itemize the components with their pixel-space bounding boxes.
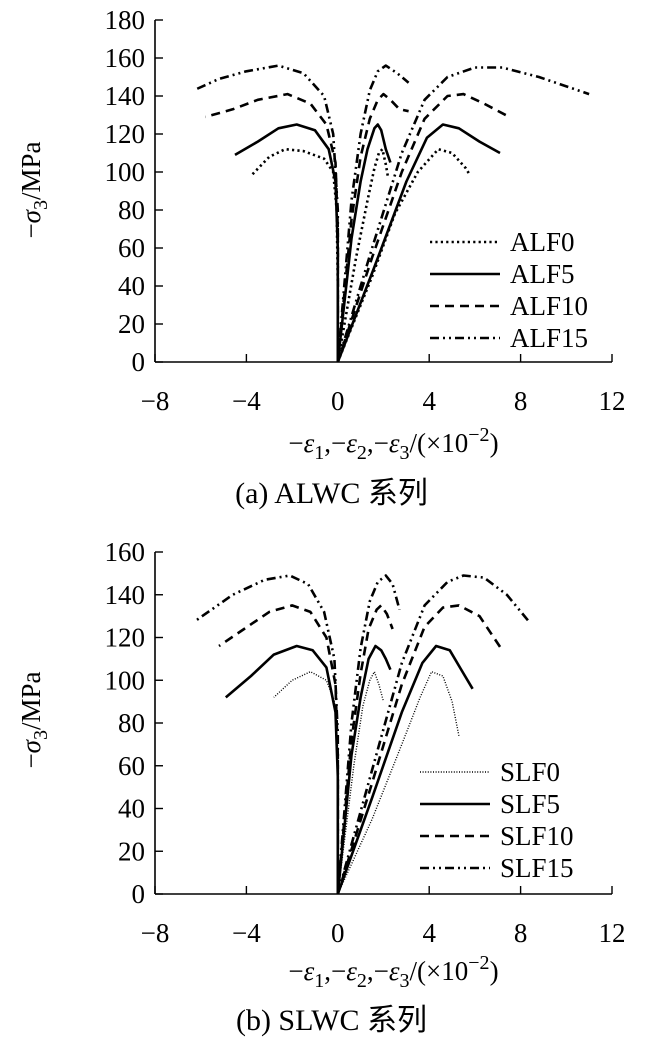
legend-label: ALF10 [510,291,588,321]
chart-panel-b: 0 20 40 60 80 100 120 140 160 −8 −4 0 4 8 12 −σ3/MPa −ε1… [16,537,626,1037]
y-tick-label: 60 [118,751,145,781]
y-axis-label: −σ3/MPa [16,141,52,238]
series-slf10-axial-curve [336,604,504,895]
y-tick-label: 180 [105,5,146,35]
series-alf5-lateral-curve [234,123,340,362]
y-tick-label: 60 [118,233,145,263]
x-axis-label: −ε1,−ε2,−ε3/(×10−2) [288,952,498,992]
panel-caption: (a) ALWC 系列 [235,477,428,510]
x-tick-label: −4 [232,386,261,416]
x-axis-label: −ε1,−ε2,−ε3/(×10−2) [288,424,498,464]
x-tick-label: 12 [599,386,626,416]
chart-panel-a: 0 20 40 60 80 100 120 140 160 180 −8 −4 0 4 8 12 −σ3/MPa… [16,5,626,510]
y-axis-label: −σ3/MPa [16,671,52,768]
series-alf10-axial-curve [336,92,510,363]
y-tick-label: 160 [105,43,146,73]
x-tick-label: −8 [141,386,170,416]
y-tick-label: 80 [118,195,145,225]
legend-label: SLF10 [500,821,574,851]
x-tick-label: 4 [422,918,436,948]
series-slf5-volumetric-curve [336,644,392,895]
series-slf5-lateral-curve [224,644,340,894]
y-tick-label: 120 [105,623,146,653]
legend-label: SLF0 [500,757,560,787]
series-alf15-lateral-curve [193,64,340,362]
legend-label: ALF5 [510,259,575,289]
series-slf5-axial-curve [336,644,474,895]
y-tick-label: 40 [118,794,145,824]
x-tick-label: −8 [141,918,170,948]
series-alf5-axial-curve [336,123,501,363]
y-tick-label: 100 [105,157,146,187]
legend-label: ALF0 [510,227,575,257]
y-tick-label: 80 [118,708,145,738]
series-slf0-axial-curve [337,671,460,895]
y-tick-label: 100 [105,665,146,695]
series-slf10-volumetric-curve [336,604,394,895]
series-alf10-volumetric-curve [336,92,409,363]
x-tick-label: 12 [599,918,626,948]
series-alf15-axial-curve [336,66,590,363]
x-tick-label: 0 [331,386,345,416]
y-tick-label: 20 [118,309,145,339]
series-alf0-lateral-curve [250,147,340,362]
y-tick-label: 120 [105,119,146,149]
y-tick-label: 140 [105,81,146,111]
x-tick-label: 8 [514,386,528,416]
panel-caption: (b) SLWC 系列 [236,1004,427,1037]
series-slf0-volumetric-curve [337,671,385,895]
x-tick-label: −4 [232,918,261,948]
y-tick-label: 140 [105,580,146,610]
y-tick-label: 40 [118,271,145,301]
legend-label: SLF15 [500,853,574,883]
series-alf5-volumetric-curve [336,123,392,363]
series-slf10-lateral-curve [218,604,340,894]
legend-label: SLF5 [500,789,560,819]
series-slf0-lateral-curve [273,671,339,894]
x-tick-label: 8 [514,918,528,948]
y-tick-label: 160 [105,537,146,567]
y-tick-label: 0 [132,879,146,909]
legend-label: ALF15 [510,323,588,353]
x-tick-label: 4 [422,386,436,416]
x-tick-label: 0 [331,918,345,948]
series-slf15-volumetric-curve [336,574,401,895]
y-tick-label: 0 [132,347,146,377]
series-alf15-volumetric-curve [336,64,410,363]
y-tick-label: 20 [118,836,145,866]
